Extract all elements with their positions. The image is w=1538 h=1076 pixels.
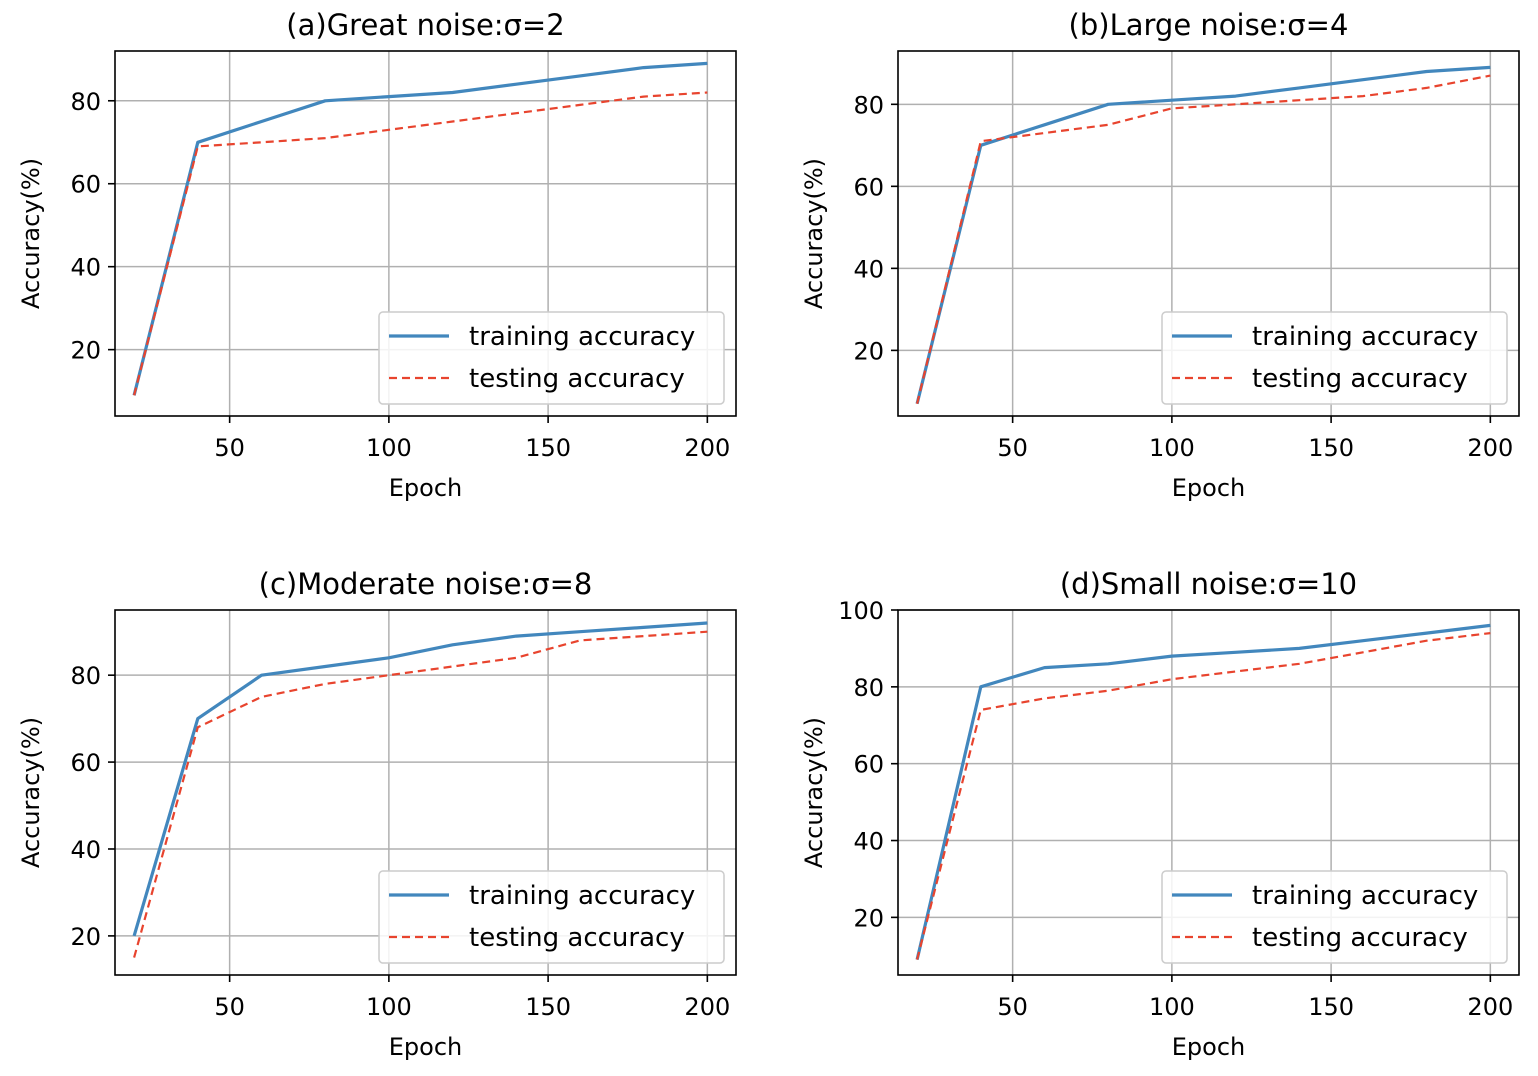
x-tick-label: 150 — [1308, 434, 1354, 462]
y-axis-label: Accuracy(%) — [800, 717, 828, 868]
subplot-2: 50 100 150 200 20 40 60 80 Epoch Accuracy(%) (b)La… — [800, 8, 1520, 502]
subplot-4: 50 100 150 200 20 40 60 80 100 Epoch Accuracy(%) (d… — [800, 567, 1520, 1061]
y-tick-label: 40 — [853, 255, 884, 283]
x-axis-label: Epoch — [1172, 474, 1246, 502]
testing-accuracy-line — [916, 632, 1491, 960]
y-tick-label: 60 — [853, 173, 884, 201]
legend-box — [378, 870, 725, 964]
legend: training accuracy testing accuracy — [378, 311, 725, 405]
axes-frame — [897, 50, 1520, 417]
x-tick-label: 200 — [684, 434, 730, 462]
y-tick-label: 60 — [70, 171, 101, 199]
x-tick-label: 50 — [997, 434, 1028, 462]
x-tick-label: 200 — [684, 993, 730, 1021]
subplot-title: (a)Great noise:σ=2 — [286, 8, 564, 42]
x-tick-label: 100 — [1149, 434, 1195, 462]
legend-box — [1161, 311, 1508, 405]
y-tick-label: 40 — [70, 254, 101, 282]
training-accuracy-line — [915, 623, 1491, 960]
testing-accuracy-line — [133, 91, 708, 396]
legend-label-testing: testing accuracy — [469, 364, 685, 394]
x-tick-label: 150 — [525, 434, 571, 462]
x-tick-label: 50 — [997, 993, 1028, 1021]
y-axis-label: Accuracy(%) — [17, 158, 45, 309]
axes-frame — [114, 50, 737, 417]
legend-label-testing: testing accuracy — [1252, 364, 1468, 394]
legend-box — [378, 311, 725, 405]
x-tick-label: 200 — [1467, 993, 1513, 1021]
x-tick-label: 100 — [366, 993, 412, 1021]
x-tick-label: 150 — [1308, 993, 1354, 1021]
x-tick-label: 100 — [1149, 993, 1195, 1021]
y-tick-label: 40 — [70, 836, 101, 864]
x-axis-label: Epoch — [389, 474, 463, 502]
y-axis-label: Accuracy(%) — [800, 158, 828, 309]
legend-box — [1161, 870, 1508, 964]
y-tick-label: 20 — [853, 904, 884, 932]
legend-label-training: training accuracy — [469, 881, 695, 911]
axes-frame — [114, 609, 737, 976]
subplot-title: (d)Small noise:σ=10 — [1060, 567, 1357, 601]
training-accuracy-line — [132, 61, 708, 396]
x-tick-label: 200 — [1467, 434, 1513, 462]
subplot-title: (b)Large noise:σ=4 — [1069, 8, 1349, 42]
x-axis-label: Epoch — [389, 1033, 463, 1061]
y-tick-label: 80 — [853, 674, 884, 702]
training-accuracy-line — [915, 65, 1491, 405]
x-axis-label: Epoch — [1172, 1033, 1246, 1061]
legend-label-testing: testing accuracy — [1252, 923, 1468, 953]
subplot-title: (c)Moderate noise:σ=8 — [259, 567, 593, 601]
legend-label-training: training accuracy — [1252, 322, 1478, 352]
x-tick-label: 100 — [366, 434, 412, 462]
legend-label-testing: testing accuracy — [469, 923, 685, 953]
legend-label-training: training accuracy — [469, 322, 695, 352]
legend: training accuracy testing accuracy — [378, 870, 725, 964]
y-axis-label: Accuracy(%) — [17, 717, 45, 868]
axes-frame — [897, 609, 1520, 976]
legend: training accuracy testing accuracy — [1161, 870, 1508, 964]
y-tick-label: 20 — [70, 337, 101, 365]
testing-accuracy-line — [916, 74, 1491, 404]
y-tick-label: 80 — [853, 91, 884, 119]
training-accuracy-line — [132, 621, 708, 937]
x-tick-label: 50 — [214, 434, 245, 462]
legend-label-training: training accuracy — [1252, 881, 1478, 911]
y-tick-label: 60 — [853, 751, 884, 779]
subplot-3: 50 100 150 200 20 40 60 80 Epoch Accuracy(%) (c)Mo… — [17, 567, 737, 1061]
y-tick-label: 20 — [70, 923, 101, 951]
y-tick-label: 60 — [70, 749, 101, 777]
testing-accuracy-line — [133, 630, 708, 958]
x-tick-label: 150 — [525, 993, 571, 1021]
y-tick-label: 40 — [853, 828, 884, 856]
y-tick-label: 80 — [70, 662, 101, 690]
y-tick-label: 20 — [853, 337, 884, 365]
legend: training accuracy testing accuracy — [1161, 311, 1508, 405]
y-tick-label: 80 — [70, 88, 101, 116]
x-tick-label: 50 — [214, 993, 245, 1021]
y-tick-label: 100 — [838, 597, 884, 625]
subplot-1: 50 100 150 200 20 40 60 80 Epoch Accuracy(%) (a)Gr… — [17, 8, 737, 502]
